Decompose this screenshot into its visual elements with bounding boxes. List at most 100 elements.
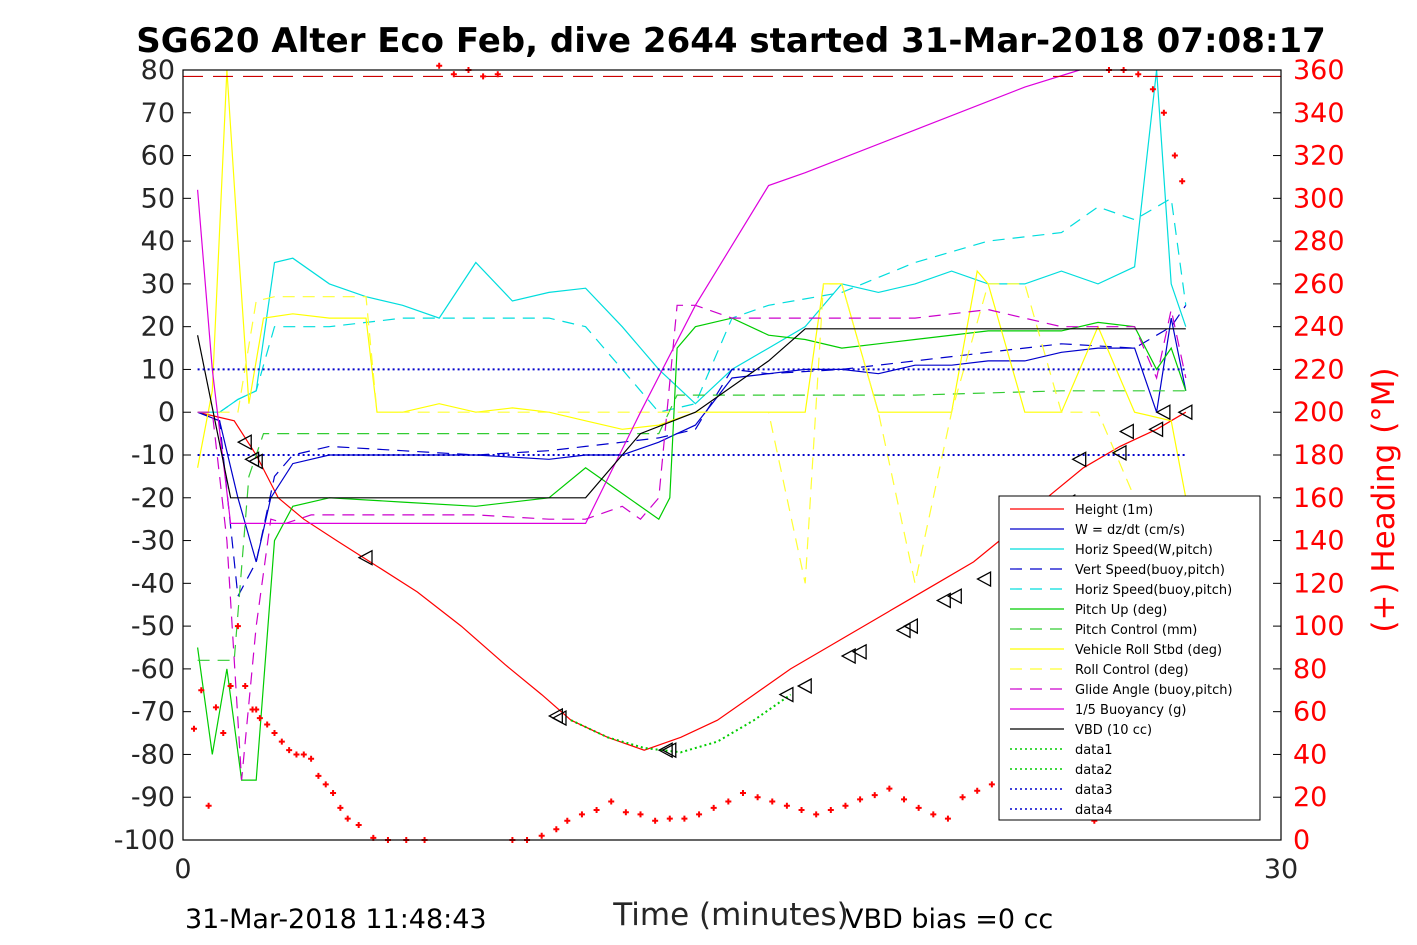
heading-point	[322, 781, 329, 788]
heading-point	[783, 802, 790, 809]
x-axis-label: Time (minutes)	[612, 897, 848, 933]
axes-layer: 80706050403020100-10-20-30-40-50-60-70-8…	[114, 55, 1345, 885]
y-tick-label: 40	[141, 226, 175, 257]
legend-label: Horiz Speed(buoy,pitch)	[1075, 583, 1232, 598]
triangle-marker	[935, 592, 951, 609]
heading-point	[1179, 178, 1186, 185]
heading-point	[710, 804, 717, 811]
y-tick-label: 50	[141, 183, 175, 214]
y2-tick-label: 260	[1293, 269, 1345, 300]
heading-point	[637, 811, 644, 818]
heading-point	[1149, 86, 1156, 93]
y-tick-label: -50	[131, 611, 175, 642]
heading-point	[578, 811, 585, 818]
heading-point	[1171, 152, 1178, 159]
triangle-marker	[357, 549, 373, 566]
heading-point	[253, 706, 260, 713]
series-line-8	[197, 283, 1172, 584]
y2-tick-label: 180	[1293, 440, 1345, 471]
y2-tick-label: 320	[1293, 141, 1345, 172]
series-line-3	[197, 304, 1187, 599]
footer-vbd-bias: VBD bias =0 cc	[845, 904, 1053, 935]
triangle-marker	[551, 709, 567, 727]
heading-point	[988, 781, 995, 788]
heading-point	[190, 725, 197, 732]
y-tick-label: 20	[141, 312, 175, 343]
heading-point	[739, 789, 746, 796]
y-tick-label: -70	[131, 697, 175, 728]
series-line-5	[197, 317, 1187, 781]
heading-point	[242, 683, 249, 689]
y-tick-label: 60	[141, 141, 175, 172]
heading-point	[593, 807, 600, 814]
triangle-marker	[661, 742, 677, 759]
triangle-marker	[976, 570, 992, 588]
heading-point	[344, 815, 351, 822]
heading-point	[666, 815, 673, 822]
legend-label: VBD (10 cc)	[1075, 723, 1152, 738]
triangle-marker	[946, 588, 962, 605]
heading-point	[827, 807, 834, 814]
heading-point	[974, 787, 981, 794]
y2-tick-label: 300	[1293, 183, 1345, 214]
heading-point	[959, 794, 966, 801]
heading-point	[769, 798, 776, 805]
heading-point	[944, 815, 951, 822]
triangle-marker	[247, 453, 263, 470]
heading-point	[480, 73, 487, 80]
heading-point	[212, 704, 219, 711]
series-line-6	[197, 390, 1186, 661]
heading-point	[355, 822, 362, 829]
y-tick-label: 80	[141, 55, 175, 86]
triangle-marker	[778, 686, 794, 703]
heading-point	[725, 798, 732, 805]
y2-axis-label: (+) Heading (°M)	[1366, 367, 1402, 632]
heading-point	[622, 809, 629, 816]
heading-point	[857, 796, 864, 803]
y2-tick-label: 40	[1293, 739, 1327, 770]
heading-point	[308, 755, 315, 762]
triangle-marker	[851, 643, 867, 660]
heading-point	[286, 747, 293, 754]
heading-point	[450, 71, 457, 78]
heading-point	[256, 715, 263, 722]
heading-point	[227, 683, 234, 689]
y2-tick-label: 340	[1293, 98, 1345, 129]
heading-point	[871, 792, 878, 799]
heading-point	[205, 802, 212, 809]
heading-point	[315, 772, 322, 779]
heading-point	[278, 738, 285, 745]
legend-label: Roll Control (deg)	[1075, 663, 1189, 678]
series-line-2	[197, 69, 1187, 413]
heading-point	[652, 817, 659, 824]
heading-point	[798, 807, 805, 814]
y2-tick-label: 0	[1293, 825, 1310, 856]
legend-label: Height (1m)	[1075, 503, 1153, 518]
legend-label: Glide Angle (buoy,pitch)	[1075, 683, 1233, 698]
heading-point	[494, 71, 501, 78]
legend-label: Vert Speed(buoy,pitch)	[1075, 563, 1225, 578]
y-tick-label: -20	[131, 483, 175, 514]
x-tick-label: 30	[1264, 854, 1298, 885]
triangle-marker	[840, 647, 856, 665]
y2-tick-label: 360	[1293, 55, 1345, 86]
y2-tick-label: 140	[1293, 526, 1345, 557]
y-tick-label: 30	[141, 269, 175, 300]
legend-label: data2	[1075, 763, 1113, 778]
heading-point	[901, 796, 908, 803]
legend-label: data1	[1075, 743, 1113, 758]
heading-point	[271, 730, 278, 737]
triangle-marker	[902, 618, 918, 635]
footer-timestamp: 31-Mar-2018 11:48:43	[185, 904, 487, 935]
y2-tick-label: 80	[1293, 654, 1327, 685]
heading-point	[813, 811, 820, 818]
y-tick-label: -90	[131, 782, 175, 813]
heading-point	[300, 751, 307, 758]
y2-tick-label: 220	[1293, 354, 1345, 385]
heading-point	[608, 798, 615, 805]
heading-point	[293, 751, 300, 758]
y2-tick-label: 60	[1293, 697, 1327, 728]
y2-tick-label: 280	[1293, 226, 1345, 257]
series-layer	[197, 69, 1187, 781]
